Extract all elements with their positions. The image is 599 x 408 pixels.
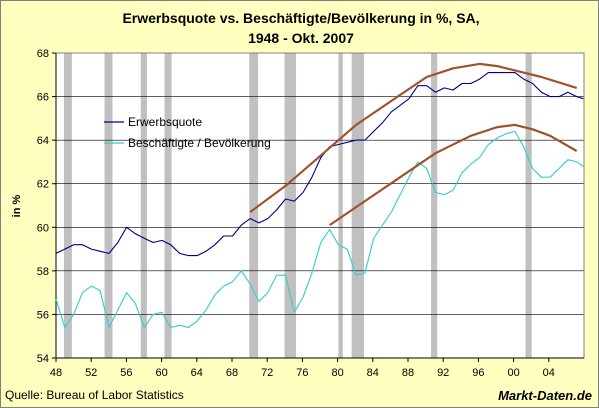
recession-bands [63,53,532,358]
y-tick-label-58: 58 [37,266,49,278]
x-tick-label-9: 84 [367,367,379,379]
x-tick-label-10: 88 [402,367,414,379]
x-tick-label-0: 48 [50,367,62,379]
y-tick-label-62: 62 [37,179,49,191]
brand-logo: Markt-Daten.de [498,388,592,403]
x-tick-label-7: 76 [296,367,308,379]
recession-band-9 [525,53,532,358]
x-tick-label-4: 64 [191,367,203,379]
recession-band-5 [284,53,297,358]
legend-label-erwerbsquote: Erwerbsquote [128,115,202,129]
series-lines [55,62,584,329]
recession-band-0 [63,53,72,358]
x-tick-label-13: 00 [507,367,519,379]
chart-title: Erwerbsquote vs. Beschäftigte/Bevölkerun… [122,10,479,26]
plot-area [56,53,584,358]
x-tick-label-12: 96 [472,367,484,379]
trend-line-erwerbsquote [249,62,578,213]
grid-lines [52,52,584,362]
axes [55,52,585,359]
tick-labels: 54 56 58 60 62 64 66 68 48 52 56 60 64 68 72 76 80 84 88 92… [37,48,555,379]
x-tick-label-14: 04 [543,367,555,379]
series-erwerbsquote [55,72,584,257]
y-tick-label-56: 56 [37,309,49,321]
source-note: Quelle: Bureau of Labor Statistics [5,388,184,402]
x-tick-label-5: 68 [226,367,238,379]
recession-band-8 [431,53,438,358]
plot-background [56,53,584,358]
x-tick-label-11: 92 [437,367,449,379]
y-tick-label-54: 54 [37,353,49,365]
y-tick-label-60: 60 [37,222,49,234]
recession-band-3 [164,53,172,358]
y-tick-label-68: 68 [37,48,49,60]
y-axis-label: in % [11,194,23,217]
x-tick-label-1: 52 [85,367,97,379]
legend: Erwerbsquote Beschäftigte / Bevölkerung [104,115,271,150]
chart-subtitle: 1948 - Okt. 2007 [248,30,354,46]
x-tick-label-6: 72 [261,367,273,379]
y-tick-label-64: 64 [37,135,49,147]
legend-label-beschaeftigte: Beschäftigte / Bevölkerung [128,136,271,150]
x-tick-label-3: 60 [155,367,167,379]
x-tick-label-2: 56 [120,367,132,379]
y-tick-label-66: 66 [37,92,49,104]
x-tick-label-8: 80 [331,367,343,379]
recession-band-2 [140,53,147,358]
recession-band-4 [249,53,259,358]
trend-line-beschaeftigte [328,123,578,227]
recession-band-6 [338,53,343,358]
recession-band-1 [104,53,113,358]
series-beschaeftigte [55,130,584,329]
